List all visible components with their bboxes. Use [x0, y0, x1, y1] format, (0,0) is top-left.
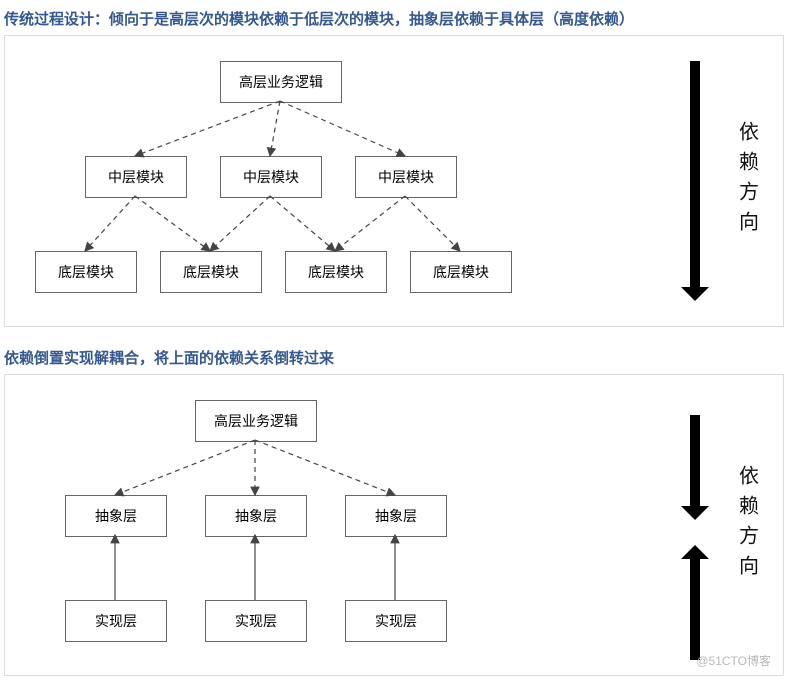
node-top: 高层业务逻辑 [220, 61, 342, 103]
side-label-top: 依赖方向 [733, 121, 762, 241]
title-bottom: 依赖倒置实现解耦合，将上面的依赖关系倒转过来 [0, 339, 788, 374]
node-m2: 中层模块 [220, 156, 322, 198]
dependency-arrow-down [675, 56, 715, 306]
node-top: 高层业务逻辑 [195, 400, 317, 442]
node-b3: 底层模块 [285, 251, 387, 293]
node-a2: 抽象层 [205, 495, 307, 537]
node-i3: 实现层 [345, 600, 447, 642]
panel-top: 高层业务逻辑中层模块中层模块中层模块底层模块底层模块底层模块底层模块 依赖方向 [4, 35, 784, 327]
node-b4: 底层模块 [410, 251, 512, 293]
node-m1: 中层模块 [85, 156, 187, 198]
node-a1: 抽象层 [65, 495, 167, 537]
node-b2: 底层模块 [160, 251, 262, 293]
diagram-inverted: 高层业务逻辑抽象层抽象层抽象层实现层实现层实现层 [5, 375, 653, 675]
panel-bottom: 高层业务逻辑抽象层抽象层抽象层实现层实现层实现层 依赖方向 @51CTO博客 [4, 374, 784, 676]
node-b1: 底层模块 [35, 251, 137, 293]
node-i1: 实现层 [65, 600, 167, 642]
watermark: @51CTO博客 [696, 652, 771, 669]
node-a3: 抽象层 [345, 495, 447, 537]
title-top: 传统过程设计：倾向于是高层次的模块依赖于低层次的模块，抽象层依赖于具体层（高度依… [0, 0, 788, 35]
node-m3: 中层模块 [355, 156, 457, 198]
dependency-arrow-converge [675, 390, 715, 660]
side-top: 依赖方向 [653, 36, 783, 326]
diagram-traditional: 高层业务逻辑中层模块中层模块中层模块底层模块底层模块底层模块底层模块 [5, 36, 653, 326]
side-bottom: 依赖方向 [653, 375, 783, 675]
node-i2: 实现层 [205, 600, 307, 642]
side-label-bottom: 依赖方向 [733, 465, 762, 585]
